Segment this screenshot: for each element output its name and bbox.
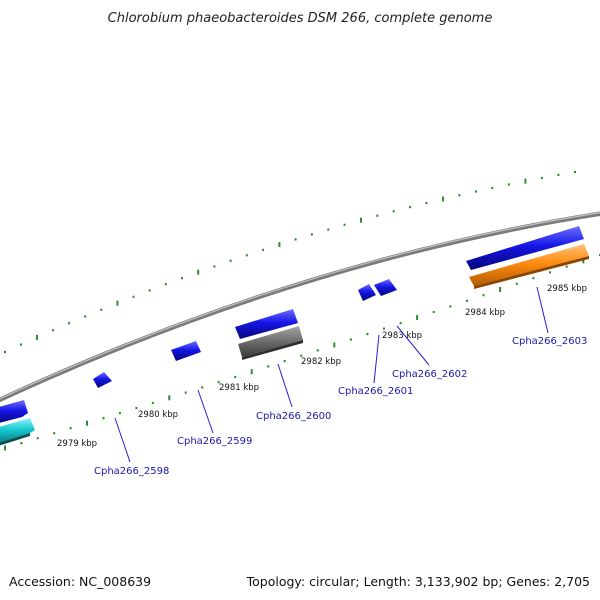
- gene-cpha266-2602[interactable]: [374, 279, 397, 296]
- gene-cpha266-2598[interactable]: [93, 372, 112, 388]
- gene-label-cpha266-2598[interactable]: Cpha266_2598: [94, 466, 169, 477]
- gene-cpha266-2599[interactable]: [171, 341, 201, 361]
- lower-tick-ruler: [4, 253, 600, 451]
- kbp-label-2982: 2982 kbp: [301, 357, 341, 367]
- gene-label-cpha266-2600[interactable]: Cpha266_2600: [256, 411, 331, 422]
- kbp-label-2985: 2985 kbp: [547, 284, 587, 294]
- accession-text: Accession: NC_008639: [9, 574, 151, 589]
- gene-feature-left-blue[interactable]: [0, 400, 28, 424]
- gene-cpha266-2603-rna[interactable]: [469, 244, 589, 289]
- gene-cpha266-2603[interactable]: [466, 226, 584, 270]
- kbp-label-2980: 2980 kbp: [138, 410, 178, 420]
- kbp-label-2979: 2979 kbp: [57, 439, 97, 449]
- gene-label-connectors: [114, 286, 549, 463]
- gene-cpha266-2601[interactable]: [358, 284, 376, 301]
- map-title: Chlorobium phaeobacteroides DSM 266, com…: [108, 11, 493, 26]
- gene-label-cpha266-2602[interactable]: Cpha266_2602: [392, 369, 467, 380]
- kbp-label-2984: 2984 kbp: [465, 308, 505, 318]
- gene-cpha266-2600[interactable]: [235, 309, 298, 339]
- gene-feature-left-cyan[interactable]: [0, 418, 35, 447]
- gene-label-cpha266-2603[interactable]: Cpha266_2603: [512, 336, 587, 347]
- topology-summary: Topology: circular; Length: 3,133,902 bp…: [246, 574, 590, 589]
- kbp-label-2983: 2983 kbp: [382, 331, 422, 341]
- gene-label-cpha266-2601[interactable]: Cpha266_2601: [338, 386, 413, 397]
- upper-tick-ruler: [4, 170, 576, 354]
- gene-cpha266-2600-pseudo[interactable]: [238, 326, 303, 360]
- genome-backbone: [0, 211, 600, 403]
- kbp-label-2981: 2981 kbp: [219, 383, 259, 393]
- genome-backbone-highlight: [0, 212, 600, 400]
- gene-label-cpha266-2599[interactable]: Cpha266_2599: [177, 436, 252, 447]
